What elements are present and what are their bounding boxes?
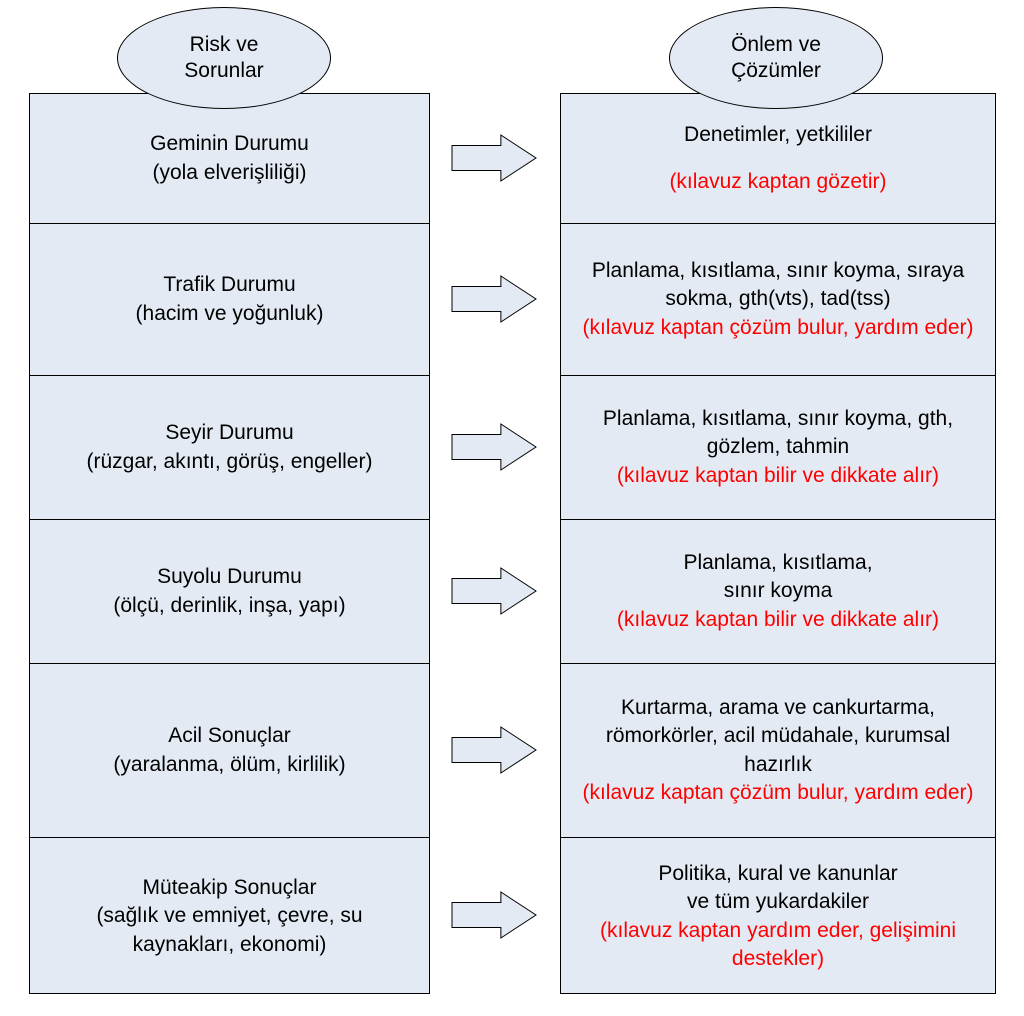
right-cell-0: Denetimler, yetkililer (kılavuz kaptan gö… bbox=[561, 94, 995, 224]
left-cell-5: Müteakip Sonuçlar(sağlık ve emniyet, çev… bbox=[30, 838, 429, 995]
right-cell-4-line-1: (kılavuz kaptan çözüm bulur, yardım eder… bbox=[582, 779, 973, 807]
left-cell-title-4: Acil Sonuçlar bbox=[168, 722, 291, 750]
left-cell-sub-5: (sağlık ve emniyet, çevre, su kaynakları… bbox=[44, 902, 415, 959]
left-cell-title-5: Müteakip Sonuçlar bbox=[143, 874, 317, 902]
right-cell-3-line-1: sınır koyma bbox=[724, 577, 833, 605]
left-cell-title-2: Seyir Durumu bbox=[165, 419, 293, 447]
header-ellipse-left: Risk veSorunlar bbox=[117, 7, 331, 109]
flowchart-diagram: Risk veSorunlar Önlem veÇözümler Geminin D… bbox=[0, 0, 1024, 1016]
arrow-icon-5 bbox=[451, 891, 537, 939]
arrow-icon-4 bbox=[451, 726, 537, 774]
right-cell-4-line-0: Kurtarma, arama ve cankurtarma, römorkör… bbox=[575, 694, 981, 779]
left-cell-title-3: Suyolu Durumu bbox=[157, 563, 302, 591]
left-cell-3: Suyolu Durumu(ölçü, derinlik, inşa, yapı… bbox=[30, 520, 429, 664]
left-cell-2: Seyir Durumu(rüzgar, akıntı, görüş, enge… bbox=[30, 376, 429, 520]
left-cell-0: Geminin Durumu(yola elverişliliği) bbox=[30, 94, 429, 224]
right-cell-4: Kurtarma, arama ve cankurtarma, römorkör… bbox=[561, 664, 995, 838]
right-cell-3: Planlama, kısıtlama,sınır koyma(kılavuz … bbox=[561, 520, 995, 664]
right-cell-3-line-0: Planlama, kısıtlama, bbox=[683, 549, 872, 577]
arrow-icon-3 bbox=[451, 567, 537, 615]
left-cell-sub-1: (hacim ve yoğunluk) bbox=[136, 300, 324, 328]
right-cell-2-line-0: Planlama, kısıtlama, sınır koyma, gth, g… bbox=[575, 405, 981, 462]
right-cell-1-line-0: Planlama, kısıtlama, sınır koyma, sıraya… bbox=[575, 257, 981, 314]
arrow-icon-2 bbox=[451, 423, 537, 471]
left-cell-title-1: Trafik Durumu bbox=[163, 271, 295, 299]
left-column: Geminin Durumu(yola elverişliliği)Trafik… bbox=[29, 93, 430, 994]
left-cell-sub-4: (yaralanma, ölüm, kirlilik) bbox=[113, 751, 345, 779]
right-cell-5-line-0: Politika, kural ve kanunlar bbox=[658, 860, 897, 888]
right-column: Denetimler, yetkililer (kılavuz kaptan gö… bbox=[560, 93, 996, 994]
right-cell-2: Planlama, kısıtlama, sınır koyma, gth, g… bbox=[561, 376, 995, 520]
right-cell-2-line-1: (kılavuz kaptan bilir ve dikkate alır) bbox=[617, 462, 939, 490]
left-cell-sub-0: (yola elverişliliği) bbox=[152, 159, 306, 187]
right-cell-1-line-1: (kılavuz kaptan çözüm bulur, yardım eder… bbox=[582, 314, 973, 342]
left-cell-4: Acil Sonuçlar(yaralanma, ölüm, kirlilik) bbox=[30, 664, 429, 838]
header-ellipse-left-label: Risk veSorunlar bbox=[184, 32, 263, 85]
right-cell-5: Politika, kural ve kanunlarve tüm yukard… bbox=[561, 838, 995, 995]
left-cell-sub-3: (ölçü, derinlik, inşa, yapı) bbox=[113, 592, 345, 620]
right-cell-3-line-2: (kılavuz kaptan bilir ve dikkate alır) bbox=[617, 606, 939, 634]
arrow-icon-0 bbox=[451, 134, 537, 182]
left-cell-sub-2: (rüzgar, akıntı, görüş, engeller) bbox=[87, 448, 373, 476]
right-cell-0-line-0: Denetimler, yetkililer bbox=[684, 121, 872, 149]
left-cell-1: Trafik Durumu(hacim ve yoğunluk) bbox=[30, 224, 429, 376]
header-ellipse-right-label: Önlem veÇözümler bbox=[731, 32, 821, 85]
right-cell-5-line-1: ve tüm yukardakiler bbox=[687, 888, 869, 916]
right-cell-5-line-2: (kılavuz kaptan yardım eder, gelişimini … bbox=[575, 917, 981, 974]
right-cell-0-line-1: (kılavuz kaptan gözetir) bbox=[669, 168, 886, 196]
arrow-icon-1 bbox=[451, 275, 537, 323]
header-ellipse-right: Önlem veÇözümler bbox=[669, 7, 883, 109]
right-cell-1: Planlama, kısıtlama, sınır koyma, sıraya… bbox=[561, 224, 995, 376]
left-cell-title-0: Geminin Durumu bbox=[150, 130, 309, 158]
